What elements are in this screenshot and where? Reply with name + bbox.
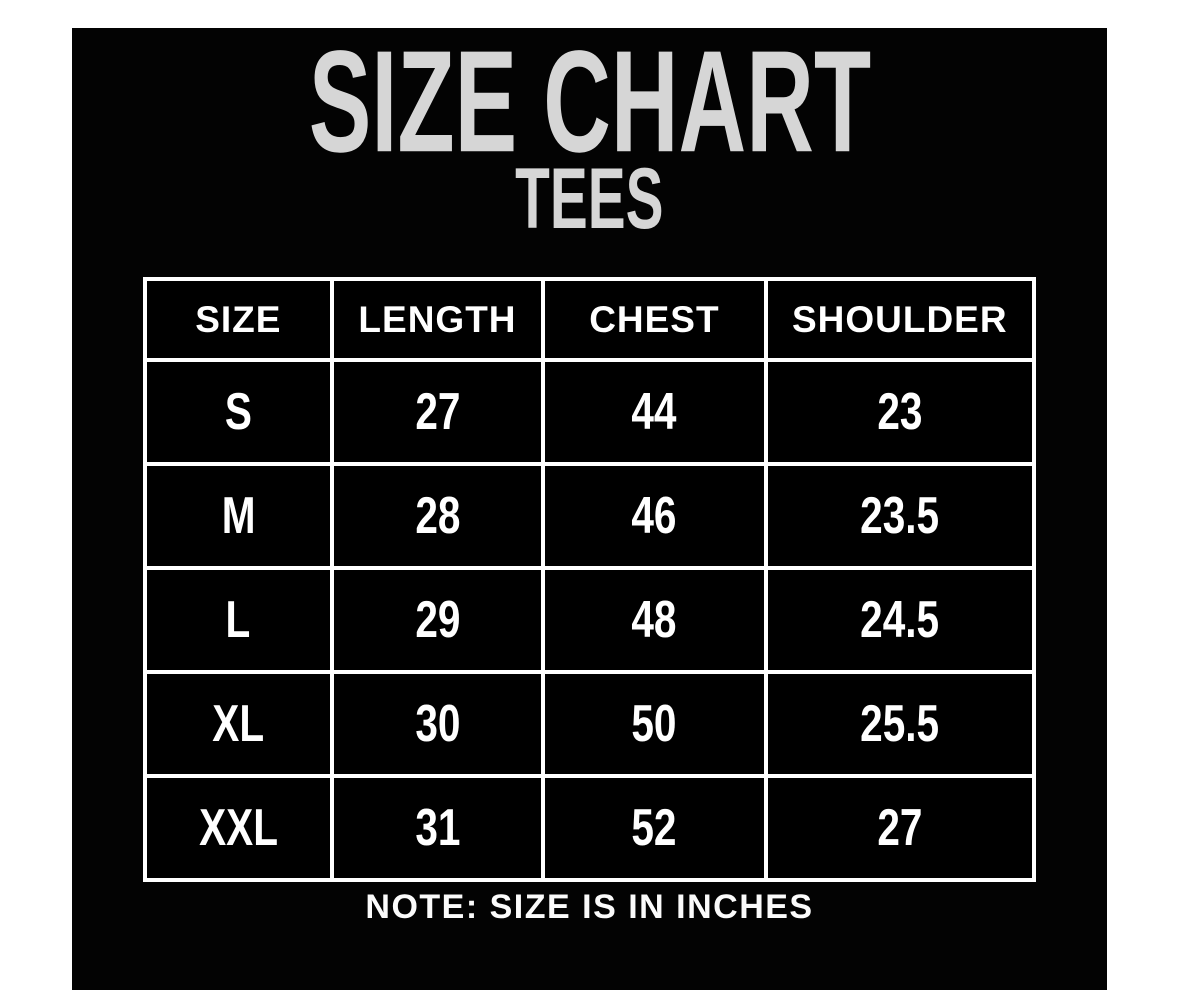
table-row-xl: XL 30 50 25.5: [143, 670, 1037, 778]
size-cell: XXL: [143, 774, 334, 882]
column-header-size: SIZE: [143, 277, 334, 362]
shoulder-cell: 24.5: [763, 566, 1037, 674]
table-row-s: S 27 44 23: [143, 358, 1037, 466]
chest-cell: 46: [541, 462, 768, 570]
header-row: SIZE LENGTH CHEST SHOULDER: [143, 277, 1037, 362]
page-subtitle: TEES: [515, 151, 664, 248]
size-cell: M: [143, 462, 334, 570]
units-note: NOTE: SIZE IS IN INCHES: [365, 888, 814, 926]
page-title: SIZE CHART: [308, 20, 871, 183]
chest-cell: 44: [541, 358, 768, 466]
shoulder-cell: 25.5: [763, 670, 1037, 778]
shoulder-cell: 23.5: [763, 462, 1037, 570]
column-header-shoulder: SHOULDER: [763, 277, 1037, 362]
length-cell: 31: [329, 774, 546, 882]
shoulder-cell: 23: [763, 358, 1037, 466]
title-block: SIZE CHART TEES: [72, 20, 1107, 248]
size-cell: XL: [143, 670, 334, 778]
size-cell: S: [143, 358, 334, 466]
chest-cell: 52: [541, 774, 768, 882]
table-row-m: M 28 46 23.5: [143, 462, 1037, 570]
length-cell: 27: [329, 358, 546, 466]
table-row-xxl: XXL 31 52 27: [143, 774, 1037, 882]
table-row-l: L 29 48 24.5: [143, 566, 1037, 674]
shoulder-cell: 27: [763, 774, 1037, 882]
column-header-length: LENGTH: [329, 277, 546, 362]
length-cell: 29: [329, 566, 546, 674]
size-cell: L: [143, 566, 334, 674]
black-panel: SIZE CHART TEES SIZE LENGTH CHEST SHOULD…: [72, 28, 1107, 990]
chest-cell: 48: [541, 566, 768, 674]
length-cell: 30: [329, 670, 546, 778]
column-header-chest: CHEST: [541, 277, 768, 362]
size-chart-table: SIZE LENGTH CHEST SHOULDER S 27 44 23 M …: [143, 277, 1037, 882]
chest-cell: 50: [541, 670, 768, 778]
length-cell: 28: [329, 462, 546, 570]
